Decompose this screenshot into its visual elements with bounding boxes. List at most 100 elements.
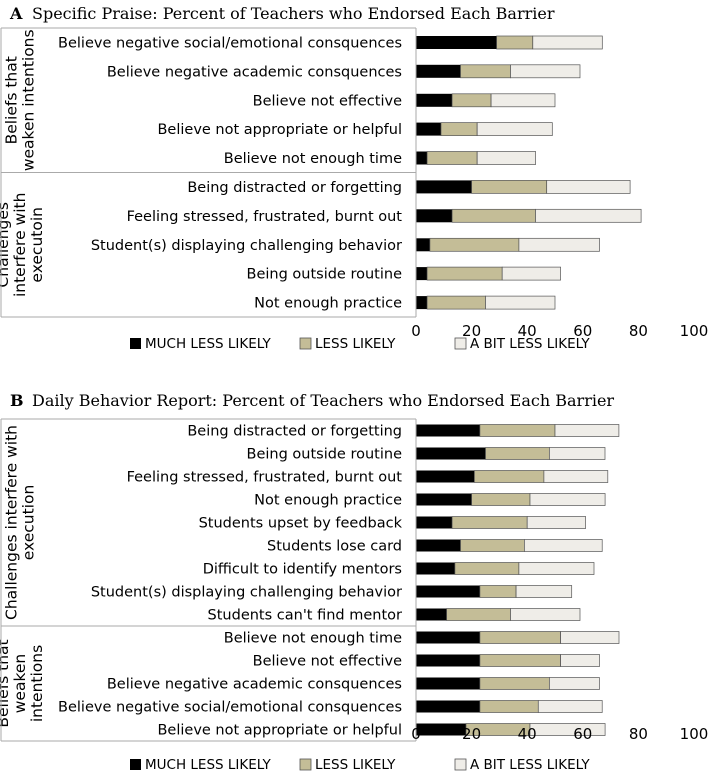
bar-bit-9: [485, 295, 556, 310]
x-tick-1: 20: [462, 725, 481, 743]
panel-letter-a: A: [9, 4, 23, 23]
bar-much-7: [416, 585, 480, 598]
legend-swatch-less: [299, 758, 312, 771]
chart-b-x-ticks: 0 20 40 60 80 100: [411, 725, 708, 743]
bar-bit-1: [510, 64, 581, 79]
panel-letter-b: B: [10, 391, 24, 410]
legend-label-bit: A BIT LESS LIKELY: [470, 757, 590, 773]
bar-less-8: [446, 608, 511, 621]
bar-less-10: [479, 654, 561, 667]
x-tick-5: 100: [680, 725, 709, 743]
bar-bit-3: [476, 122, 553, 136]
bar-much-3: [416, 493, 472, 506]
chart-b-legend: MUCH LESS LIKELY LESS LIKELY A BIT LESS LI…: [130, 757, 590, 773]
category-label-11: Believe negative academic consquences: [107, 677, 402, 693]
bar-bit-9: [560, 631, 620, 644]
category-label-0: Believe negative social/emotional consqu…: [58, 36, 402, 52]
bar-much-6: [416, 209, 453, 223]
bar-less-11: [479, 677, 550, 690]
x-tick-2: 40: [518, 725, 537, 743]
category-label-1: Being outside routine: [247, 447, 403, 463]
bar-less-4: [451, 516, 528, 529]
bar-much-1: [416, 447, 486, 460]
bar-less-2: [451, 93, 492, 108]
category-label-7: Student(s) displaying challenging behavi…: [91, 585, 402, 601]
bar-much-0: [416, 424, 480, 437]
bar-less-9: [479, 631, 561, 644]
category-label-13: Believe not appropriate or helpful: [157, 723, 402, 739]
category-label-0: Being distracted or forgetting: [187, 424, 402, 440]
chart-a-category-labels: Believe negative social/emotional consqu…: [58, 36, 402, 312]
bar-much-12: [416, 700, 480, 713]
bar-bit-1: [549, 447, 606, 460]
bar-much-9: [416, 631, 480, 644]
category-label-6: Difficult to identify mentors: [203, 562, 402, 578]
bar-much-4: [416, 151, 428, 165]
chart-b-bars: [416, 424, 620, 736]
bar-much-2: [416, 93, 453, 107]
chart-a-legend: MUCH LESS LIKELY LESS LIKELY A BIT LESS LI…: [130, 336, 590, 352]
bar-less-1: [460, 64, 511, 79]
bar-bit-5: [524, 539, 603, 552]
bar-less-0: [479, 424, 556, 437]
category-label-5: Being distracted or forgetting: [187, 180, 402, 196]
bar-much-2: [416, 470, 475, 483]
bar-much-5: [416, 180, 472, 194]
bar-less-7: [429, 237, 520, 252]
legend-label-much: MUCH LESS LIKELY: [145, 336, 271, 352]
chart-a-frame: [0, 27, 417, 318]
bar-bit-5: [546, 180, 631, 194]
chart-b-category-labels: Being distracted or forgetting Being outs…: [58, 424, 403, 739]
bar-bit-6: [535, 208, 642, 223]
category-label-1: Believe negative academic consquences: [107, 64, 402, 80]
bar-less-0: [496, 35, 534, 50]
bar-bit-7: [518, 237, 600, 252]
x-tick-5: 100: [680, 322, 709, 340]
group-label-1: Beliefs thatweakenintentions: [0, 639, 46, 727]
chart-a-bars: [416, 35, 642, 310]
legend-label-much: MUCH LESS LIKELY: [145, 757, 271, 773]
panel-b: B Daily Behavior Report: Percent of Teac…: [0, 391, 708, 773]
bar-bit-2: [490, 93, 556, 108]
bar-bit-4: [526, 516, 586, 529]
chart-a-title: Specific Praise: Percent of Teachers who…: [32, 4, 555, 23]
bar-less-4: [426, 151, 478, 165]
group-label-0: Beliefs thatweaken intentions: [3, 29, 38, 171]
category-label-3: Believe not appropriate or helpful: [157, 122, 402, 138]
bar-much-11: [416, 677, 480, 690]
bar-much-0: [416, 36, 497, 49]
category-label-3: Not enough practice: [254, 493, 402, 509]
category-label-5: Students lose card: [267, 539, 402, 555]
bar-much-13: [416, 723, 466, 736]
bar-less-12: [479, 700, 539, 713]
category-label-8: Students can't find mentor: [208, 608, 403, 624]
legend-swatch-much: [130, 338, 141, 349]
legend-swatch-bit: [454, 337, 467, 350]
bar-bit-8: [501, 266, 561, 281]
bar-bit-11: [549, 677, 600, 690]
legend-label-less: LESS LIKELY: [315, 757, 396, 773]
bar-bit-13: [529, 723, 606, 736]
category-label-12: Believe negative social/emotional consqu…: [58, 700, 402, 716]
bar-much-1: [416, 64, 461, 78]
bar-less-6: [451, 208, 536, 223]
category-label-2: Believe not effective: [253, 93, 402, 109]
bar-bit-6: [518, 562, 595, 575]
category-label-7: Student(s) displaying challenging behavi…: [91, 238, 402, 254]
category-label-4: Believe not enough time: [224, 151, 402, 167]
category-label-6: Feeling stressed, frustrated, burnt out: [127, 209, 403, 225]
bar-less-3: [440, 122, 478, 136]
legend-swatch-much: [130, 759, 141, 770]
bar-much-3: [416, 122, 441, 136]
chart-b-frame: [0, 418, 417, 742]
bar-bit-4: [476, 151, 536, 165]
x-tick-3: 60: [573, 725, 592, 743]
bar-less-6: [454, 562, 520, 575]
group-label-1: Challengesinterfere withexecutoin: [0, 193, 46, 297]
bar-less-1: [485, 447, 550, 460]
category-label-4: Students upset by feedback: [199, 516, 403, 532]
bar-bit-12: [537, 700, 603, 713]
bar-much-8: [416, 608, 447, 621]
bar-much-8: [416, 267, 428, 281]
